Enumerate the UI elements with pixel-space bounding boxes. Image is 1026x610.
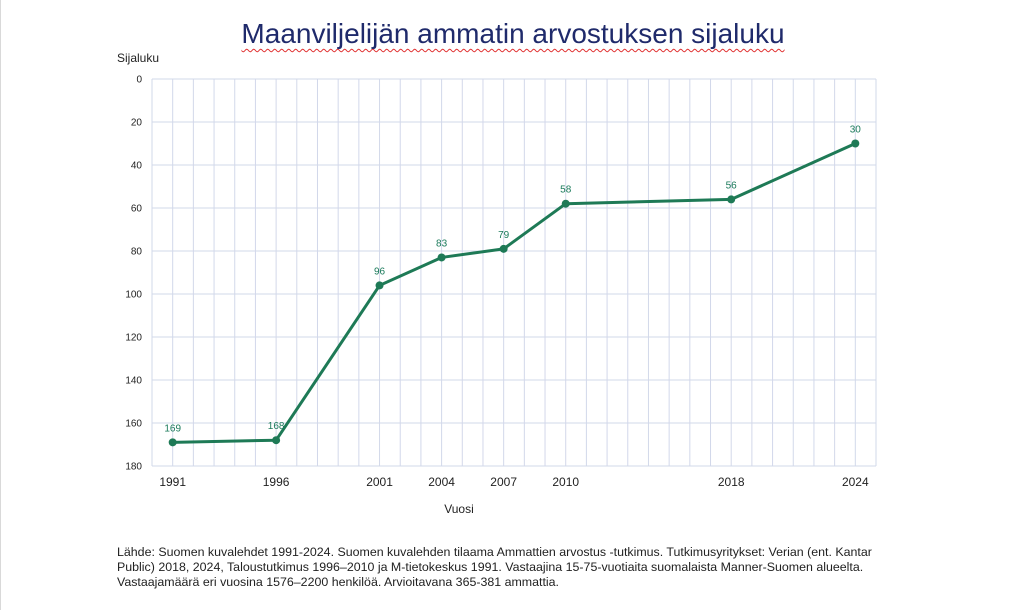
y-tick-label: 100: [125, 290, 142, 301]
chart-title: Maanviljelijän ammatin arvostuksen sijal…: [241, 18, 785, 49]
y-tick-label: 160: [125, 419, 142, 430]
data-point: [272, 436, 281, 445]
series-line: [172, 142, 856, 444]
x-tick-label: 2007: [490, 475, 517, 489]
y-tick-label: 60: [131, 204, 143, 215]
y-tick-label: 120: [125, 333, 142, 344]
y-tick-label: 40: [131, 161, 143, 172]
x-tick-label: 2004: [428, 475, 455, 489]
y-tick-label: 180: [125, 462, 142, 473]
data-point: [851, 139, 860, 148]
data-label: 96: [374, 266, 386, 277]
y-axis-ticks: 0 20 40 60 80 100 120 140 160 180: [125, 75, 142, 473]
y-tick-label: 140: [125, 376, 142, 387]
data-point: [437, 253, 446, 262]
data-label: 56: [726, 180, 738, 191]
data-point: [168, 438, 177, 447]
line-chart: 0 20 40 60 80 100 120 140 160 180 1991 1996 2001 200…: [117, 51, 877, 516]
data-series: 169 168 96 83 79 58 56 30: [164, 125, 861, 447]
x-axis-ticks: 1991 1996 2001 2004 2007 2010 2018 2024: [159, 475, 869, 489]
data-label: 168: [268, 421, 285, 432]
data-label: 30: [850, 125, 862, 136]
x-tick-label: 1991: [159, 475, 186, 489]
data-label: 58: [560, 185, 572, 196]
x-tick-label: 2018: [718, 475, 745, 489]
x-tick-label: 2024: [842, 475, 869, 489]
data-point: [499, 244, 508, 253]
data-label: 83: [436, 238, 448, 249]
y-axis-label: Sijaluku: [117, 51, 159, 65]
grid-lines: [151, 78, 877, 467]
data-label: 169: [164, 423, 181, 434]
y-tick-label: 80: [131, 247, 143, 258]
data-point: [561, 199, 570, 208]
x-tick-label: 2001: [366, 475, 393, 489]
x-axis-label: Vuosi: [444, 502, 474, 516]
y-tick-label: 20: [131, 118, 143, 129]
source-note: Lähde: Suomen kuvalehdet 1991-2024. Suom…: [117, 545, 872, 589]
x-tick-label: 2010: [552, 475, 579, 489]
y-tick-label: 0: [136, 75, 142, 86]
data-point: [375, 281, 384, 290]
data-point: [727, 195, 736, 204]
x-tick-label: 1996: [263, 475, 290, 489]
page-border: [0, 0, 1, 610]
data-label: 79: [498, 230, 510, 241]
